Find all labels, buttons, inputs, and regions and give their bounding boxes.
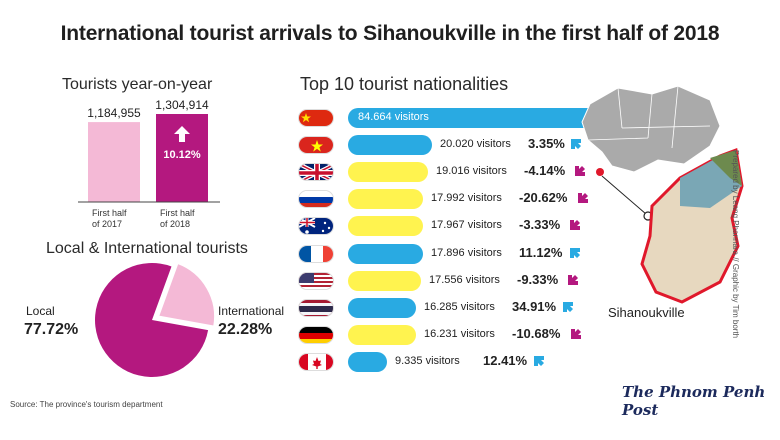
nationality-bar	[348, 270, 421, 291]
nationality-visitors: 19.016 visitors	[436, 165, 507, 178]
trend-up-arrow-icon	[534, 355, 545, 366]
nationality-visitors: 17.992 visitors	[431, 192, 502, 205]
nationality-row: 20.020 visitors 3.35%	[298, 134, 718, 156]
nationality-visitors: 17.896 visitors	[431, 246, 502, 259]
nationality-change: -3.33%	[519, 217, 561, 233]
yoy-category-label: First half	[160, 208, 195, 218]
pie-value-international: 22.28%	[218, 321, 272, 338]
credit-note: Prepared by Leang Phannara // Graphic by…	[731, 150, 740, 339]
nationality-bar	[348, 189, 423, 210]
trend-down-arrow-icon	[571, 328, 582, 339]
source-note: Source: The province's tourism departmen…	[10, 400, 163, 409]
nationality-row: 17.556 visitors -9.33%	[298, 270, 718, 292]
nationality-bar	[348, 216, 423, 237]
nationality-change: -4.14%	[524, 163, 566, 179]
brand-logo: The Phnom Penh Post	[622, 383, 766, 419]
nationality-row: 16.285 visitors 34.91%	[298, 297, 718, 319]
usa-flag-icon	[298, 271, 334, 290]
nationality-visitors: 9.335 visitors	[395, 354, 460, 367]
trend-down-arrow-icon	[575, 166, 586, 177]
map-label: Sihanoukville	[608, 305, 685, 320]
nationality-visitors: 84.664 visitors	[358, 111, 429, 123]
russia-flag-icon	[298, 190, 334, 209]
pie-slice-local	[94, 262, 209, 377]
nationality-visitors: 16.285 visitors	[424, 300, 495, 313]
australia-flag-icon	[298, 217, 334, 236]
nationality-visitors: 16.231 visitors	[424, 327, 495, 340]
sihanoukville-marker	[596, 168, 604, 176]
trend-up-arrow-icon	[571, 139, 581, 150]
nationality-bar	[348, 351, 387, 372]
pie-label-local: Local	[26, 304, 55, 318]
nationality-bar	[348, 324, 416, 345]
nationality-row: 9.335 visitors 12.41%	[298, 351, 718, 373]
nationality-visitors: 20.020 visitors	[440, 138, 511, 151]
nationality-change: -9.33%	[517, 271, 559, 287]
growth-up-arrow-icon	[174, 126, 190, 142]
trend-down-arrow-icon	[578, 193, 589, 204]
nationalities-title: Top 10 tourist nationalities	[300, 74, 509, 94]
sihanoukville-map	[581, 85, 744, 304]
map-leader-line	[601, 175, 647, 215]
nationality-change: -10.68%	[512, 325, 561, 341]
cambodia-provinces	[587, 85, 711, 149]
nationality-change: -20.62%	[519, 190, 568, 206]
trend-up-arrow-icon	[563, 301, 574, 312]
canada-flag-icon	[298, 352, 334, 371]
pie-slice-international	[156, 261, 217, 328]
trend-down-arrow-icon	[568, 274, 579, 285]
nationality-change: 11.12%	[519, 244, 563, 260]
vietnam-flag-icon	[298, 136, 334, 155]
yoy-value-label: 1,184,955	[87, 106, 141, 120]
yoy-category-label: of 2018	[160, 219, 190, 229]
nationality-bar	[348, 243, 423, 264]
nationality-change: 3.35%	[528, 136, 565, 152]
nationality-visitors: 17.556 visitors	[429, 273, 500, 286]
france-flag-icon	[298, 244, 334, 263]
yoy-title: Tourists year-on-year	[62, 76, 213, 93]
nationality-visitors: 17.967 visitors	[431, 219, 502, 232]
nationality-bar	[348, 297, 416, 318]
trend-down-arrow-icon	[570, 220, 581, 231]
nationality-row: 16.231 visitors -10.68%	[298, 324, 718, 346]
pie-value-local: 77.72%	[24, 321, 78, 338]
nationality-change: 12.41%	[483, 352, 528, 368]
yoy-category-label: of 2017	[92, 219, 122, 229]
thailand-flag-icon	[298, 298, 334, 317]
uk-flag-icon	[298, 163, 334, 182]
pie-label-international: International	[218, 304, 284, 318]
yoy-category-label: First half	[92, 208, 127, 218]
china-flag-icon	[298, 109, 334, 127]
nationality-row: 17.992 visitors -20.62%	[298, 188, 718, 210]
germany-flag-icon	[298, 325, 334, 344]
infographic-title: International tourist arrivals to Sihano…	[60, 22, 720, 45]
local-intl-title: Local & International tourists	[46, 240, 248, 257]
cambodia-outline	[581, 85, 721, 173]
yoy-bar-1	[88, 122, 140, 202]
nationality-row: 19.016 visitors -4.14%	[298, 161, 718, 183]
nationality-row: 17.967 visitors -3.33%	[298, 215, 718, 237]
nationality-bar	[348, 162, 428, 183]
nationality-row: 17.896 visitors 11.12%	[298, 243, 718, 265]
nationality-change: 34.91%	[512, 298, 557, 314]
nationality-bar	[348, 135, 432, 156]
yoy-value-label: 1,304,914	[155, 98, 209, 112]
local-intl-pie-chart: Local 77.72% International 22.28%	[24, 261, 284, 377]
yoy-growth-label: 10.12%	[163, 149, 201, 161]
trend-up-arrow-icon	[570, 247, 581, 258]
